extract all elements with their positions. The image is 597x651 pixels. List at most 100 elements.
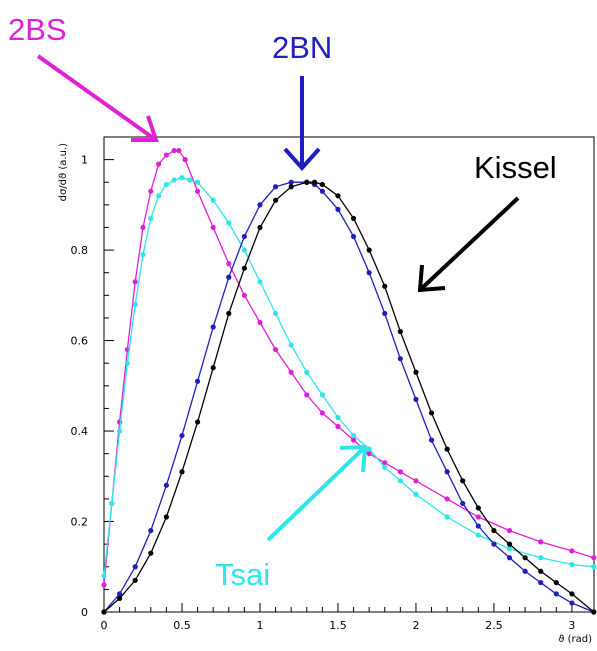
- data-point-2bn: [460, 500, 466, 507]
- x-tick-label: 2: [412, 619, 419, 632]
- data-point-kissel: [101, 609, 107, 615]
- data-point-kissel: [179, 469, 185, 475]
- x-tick-label: 0.5: [173, 619, 191, 632]
- data-point-2bn: [148, 527, 154, 534]
- annotation-tsai: Tsai: [215, 557, 270, 592]
- data-point-kissel: [311, 179, 318, 185]
- data-point-kissel: [304, 179, 310, 185]
- data-point-tsai: [350, 432, 357, 439]
- data-point-tsai: [116, 428, 123, 434]
- data-point-2bn: [538, 579, 544, 586]
- data-point-2bn: [210, 324, 216, 330]
- y-tick-label: 0: [81, 606, 88, 619]
- data-point-2bs: [155, 161, 162, 167]
- data-point-tsai: [163, 181, 169, 188]
- data-point-2bs: [591, 555, 597, 561]
- data-point-2bn: [163, 482, 169, 488]
- data-point-kissel: [591, 609, 597, 615]
- data-point-kissel: [319, 181, 325, 188]
- data-point-2bn: [288, 179, 294, 185]
- data-point-kissel: [538, 568, 544, 574]
- data-point-kissel: [522, 555, 528, 561]
- data-point-2bs: [140, 224, 146, 231]
- data-point-2bs: [382, 460, 388, 466]
- data-point-2bn: [491, 541, 497, 547]
- data-point-2bs: [226, 261, 232, 267]
- data-point-tsai: [366, 446, 372, 452]
- data-point-kissel: [288, 184, 294, 190]
- data-point-2bs: [319, 410, 325, 416]
- x-tick-label: 1: [256, 619, 263, 632]
- data-point-2bn: [553, 591, 559, 597]
- data-point-kissel: [444, 446, 450, 452]
- data-point-2bs: [257, 319, 263, 326]
- data-point-tsai: [304, 369, 310, 375]
- plot-axes: 0 0.5 1 1.5 2 2.5 3 0 0.2 0.4 0.6 0.8 1 ϑ (rad) dσ/dϑ …: [58, 136, 595, 645]
- annotation-2bn: 2BN: [272, 30, 332, 65]
- data-point-2bn: [350, 233, 357, 240]
- series-line-2bs: [103, 149, 594, 585]
- annotation-kissel: Kissel: [474, 150, 557, 185]
- data-point-2bs: [148, 188, 154, 194]
- data-point-tsai: [194, 179, 201, 185]
- data-point-2bs: [194, 188, 201, 194]
- x-tick-label: 2.5: [485, 619, 503, 632]
- series-tsai: [101, 175, 597, 579]
- series-2bs: [101, 147, 597, 588]
- data-point-2bs: [350, 437, 357, 443]
- data-point-2bn: [257, 202, 263, 208]
- data-point-2bs: [176, 147, 182, 154]
- data-point-kissel: [428, 410, 435, 416]
- data-point-2bs: [444, 496, 450, 502]
- data-point-kissel: [569, 591, 575, 597]
- arrow-kissel-icon: [417, 196, 520, 293]
- data-point-kissel: [335, 193, 341, 199]
- data-point-kissel: [132, 577, 138, 583]
- data-point-kissel: [116, 595, 123, 602]
- data-point-2bn: [319, 188, 325, 194]
- data-point-2bs: [538, 539, 544, 545]
- data-point-tsai: [155, 193, 162, 199]
- data-point-kissel: [257, 224, 263, 231]
- data-point-kissel: [475, 505, 481, 511]
- arrow-tsai-icon: [266, 444, 368, 542]
- data-point-kissel: [491, 527, 497, 534]
- data-point-tsai: [109, 500, 115, 507]
- x-tick-label: 0: [101, 619, 108, 632]
- data-point-kissel: [553, 579, 559, 586]
- data-point-2bs: [569, 548, 575, 554]
- data-point-tsai: [569, 561, 575, 568]
- data-point-2bn: [475, 523, 481, 529]
- data-point-tsai: [444, 514, 450, 520]
- data-point-2bs: [366, 451, 372, 457]
- data-point-tsai: [538, 555, 544, 561]
- data-point-tsai: [397, 478, 403, 484]
- data-point-2bn: [382, 310, 388, 317]
- series-kissel: [101, 179, 597, 615]
- data-point-2bn: [397, 356, 403, 362]
- data-point-kissel: [382, 283, 388, 289]
- data-point-kissel: [397, 328, 403, 335]
- data-point-kissel: [210, 365, 216, 371]
- series-layer: [101, 147, 597, 615]
- data-point-tsai: [148, 215, 154, 222]
- series-line-tsai: [103, 177, 594, 576]
- data-point-2bs: [272, 347, 279, 353]
- data-point-2bn: [506, 555, 513, 561]
- data-point-kissel: [163, 514, 169, 520]
- data-point-2bn: [366, 270, 372, 276]
- data-point-2bn: [522, 568, 528, 574]
- data-point-tsai: [272, 310, 279, 317]
- data-point-kissel: [460, 478, 466, 484]
- data-point-kissel: [148, 550, 154, 556]
- data-point-tsai: [506, 546, 513, 552]
- data-point-tsai: [382, 464, 388, 470]
- data-point-2bn: [335, 206, 341, 212]
- data-point-2bs: [506, 527, 513, 534]
- data-point-2bs: [163, 152, 169, 158]
- data-point-2bn: [569, 600, 575, 606]
- data-point-2bn: [428, 437, 435, 443]
- data-point-tsai: [226, 220, 232, 226]
- data-point-kissel: [506, 541, 513, 547]
- y-tick-label: 0.6: [71, 335, 89, 348]
